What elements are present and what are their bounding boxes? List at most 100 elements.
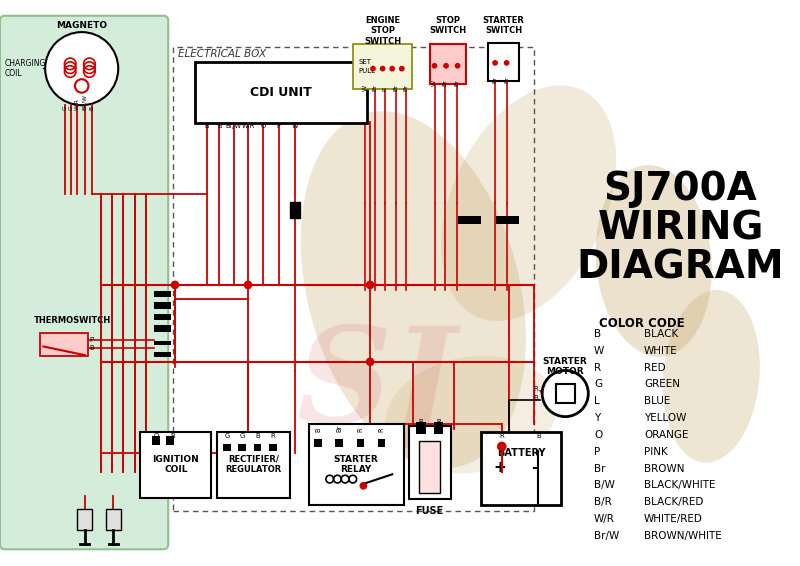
- Text: GREEN: GREEN: [644, 379, 680, 389]
- Text: R: R: [418, 419, 423, 425]
- Text: BROWN: BROWN: [644, 464, 685, 474]
- Text: B: B: [170, 433, 175, 439]
- Bar: [154, 302, 171, 309]
- FancyBboxPatch shape: [353, 44, 412, 89]
- Bar: [238, 444, 246, 451]
- Text: O: O: [261, 123, 266, 129]
- Text: B: B: [315, 427, 321, 432]
- Bar: [434, 422, 443, 434]
- Bar: [154, 291, 171, 297]
- Text: B/R: B/R: [594, 497, 612, 507]
- Bar: [416, 422, 426, 434]
- Text: BLACK/WHITE: BLACK/WHITE: [644, 481, 715, 490]
- Text: SJ700A
WIRING
DIAGRAM: SJ700A WIRING DIAGRAM: [577, 170, 785, 286]
- Text: W: W: [594, 346, 604, 356]
- Bar: [154, 352, 171, 357]
- Text: Br: Br: [394, 84, 398, 91]
- Text: BLUE: BLUE: [644, 396, 670, 406]
- Text: B: B: [205, 123, 209, 129]
- FancyBboxPatch shape: [419, 441, 440, 492]
- Circle shape: [370, 66, 376, 71]
- FancyBboxPatch shape: [140, 432, 211, 498]
- Bar: [154, 341, 171, 345]
- Text: R: R: [499, 433, 504, 439]
- Circle shape: [492, 60, 498, 66]
- Text: CHARGING
COIL: CHARGING COIL: [5, 59, 46, 78]
- Text: Y: Y: [594, 413, 600, 423]
- Text: BLACK/RED: BLACK/RED: [644, 497, 703, 507]
- Text: B: B: [90, 345, 94, 351]
- Text: Br: Br: [336, 425, 342, 432]
- Bar: [223, 444, 230, 451]
- Bar: [154, 325, 171, 332]
- Ellipse shape: [386, 356, 557, 473]
- Text: W/R: W/R: [242, 123, 254, 129]
- Text: O: O: [154, 433, 159, 439]
- Text: IGNITION
COIL: IGNITION COIL: [153, 455, 199, 474]
- Text: G: G: [224, 433, 230, 439]
- Text: WHITE: WHITE: [644, 346, 678, 356]
- Text: Br/W: Br/W: [594, 531, 619, 541]
- Circle shape: [504, 60, 510, 66]
- Text: Br: Br: [493, 76, 498, 83]
- FancyBboxPatch shape: [0, 16, 168, 549]
- Text: YELLOW: YELLOW: [644, 413, 686, 423]
- Text: R: R: [270, 433, 275, 439]
- Text: PULL: PULL: [358, 67, 375, 74]
- Text: R: R: [436, 419, 441, 425]
- Ellipse shape: [596, 165, 712, 357]
- Bar: [496, 216, 519, 224]
- Bar: [378, 439, 386, 447]
- Text: W: W: [362, 85, 368, 91]
- Bar: [166, 436, 174, 445]
- Text: –: –: [531, 460, 539, 475]
- Bar: [335, 439, 343, 447]
- Text: B: B: [90, 106, 94, 110]
- Circle shape: [45, 32, 118, 105]
- Text: R: R: [382, 87, 387, 91]
- Text: +: +: [494, 460, 506, 475]
- Text: COLOR CODE: COLOR CODE: [599, 316, 685, 329]
- Circle shape: [359, 482, 367, 490]
- Circle shape: [366, 281, 374, 289]
- FancyBboxPatch shape: [218, 432, 290, 498]
- Bar: [154, 314, 171, 320]
- Text: CDI UNIT: CDI UNIT: [250, 86, 312, 99]
- Text: Br: Br: [403, 84, 408, 91]
- Bar: [556, 384, 575, 403]
- Circle shape: [497, 441, 506, 451]
- Ellipse shape: [301, 111, 526, 468]
- Text: P: P: [277, 123, 281, 129]
- Text: SET: SET: [358, 59, 371, 65]
- Text: BATTERY: BATTERY: [497, 448, 546, 458]
- Text: W/R: W/R: [74, 98, 79, 110]
- Bar: [254, 444, 262, 451]
- FancyBboxPatch shape: [309, 424, 404, 505]
- Ellipse shape: [442, 85, 616, 321]
- Text: G: G: [239, 433, 245, 439]
- Text: Br: Br: [454, 79, 459, 86]
- Text: B/W: B/W: [594, 481, 615, 490]
- Text: Br: Br: [373, 84, 378, 91]
- Circle shape: [244, 281, 252, 289]
- Text: G: G: [594, 379, 602, 389]
- Circle shape: [443, 63, 449, 68]
- FancyBboxPatch shape: [481, 432, 562, 505]
- Text: WHITE/RED: WHITE/RED: [644, 514, 703, 524]
- Bar: [152, 436, 159, 445]
- FancyBboxPatch shape: [430, 44, 466, 84]
- Text: RED: RED: [644, 363, 666, 372]
- Text: STARTER
RELAY: STARTER RELAY: [334, 455, 378, 474]
- FancyBboxPatch shape: [409, 426, 451, 499]
- FancyBboxPatch shape: [40, 333, 89, 356]
- Text: FUSE: FUSE: [415, 506, 444, 516]
- Text: R: R: [358, 427, 363, 432]
- Text: Br/W: Br/W: [226, 123, 242, 129]
- Bar: [269, 444, 277, 451]
- Text: ORANGE: ORANGE: [644, 430, 689, 440]
- Text: ELECTRICAL BOX: ELECTRICAL BOX: [178, 49, 266, 59]
- Text: R: R: [594, 363, 601, 372]
- Text: STOP
SWITCH: STOP SWITCH: [430, 16, 466, 35]
- Text: B: B: [217, 123, 222, 129]
- Text: MAGNETO: MAGNETO: [56, 21, 107, 30]
